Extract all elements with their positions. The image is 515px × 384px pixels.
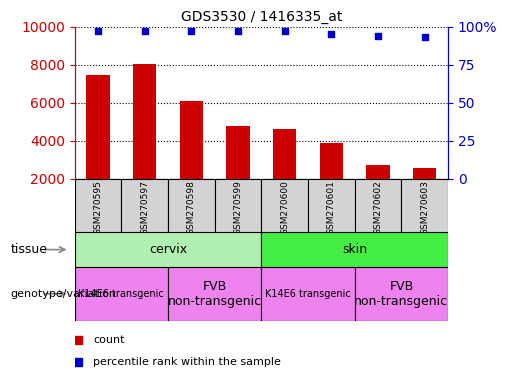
Text: GSM270602: GSM270602	[373, 180, 383, 235]
Point	[187, 28, 196, 35]
Point	[374, 33, 382, 39]
Text: GSM270600: GSM270600	[280, 180, 289, 235]
Bar	[168, 179, 215, 232]
Text: K14E6 transgenic: K14E6 transgenic	[78, 289, 164, 299]
Text: GSM270598: GSM270598	[187, 180, 196, 235]
Bar	[261, 179, 308, 232]
Title: GDS3530 / 1416335_at: GDS3530 / 1416335_at	[181, 10, 342, 25]
Point	[281, 28, 289, 35]
Text: GSM270603: GSM270603	[420, 180, 429, 235]
Bar	[308, 179, 355, 232]
Bar	[75, 232, 261, 267]
Text: count: count	[93, 335, 125, 345]
Text: GSM270597: GSM270597	[140, 180, 149, 235]
Bar	[261, 267, 355, 321]
Bar	[180, 101, 203, 217]
Bar	[227, 126, 250, 217]
Bar	[261, 232, 448, 267]
Bar	[273, 129, 296, 217]
Point	[234, 28, 242, 35]
Point	[421, 35, 429, 41]
Bar	[168, 267, 261, 321]
Text: GSM270595: GSM270595	[94, 180, 102, 235]
Text: genotype/variation: genotype/variation	[10, 289, 116, 299]
Text: GSM270601: GSM270601	[327, 180, 336, 235]
Bar	[75, 267, 168, 321]
Bar	[320, 142, 343, 217]
Bar	[413, 168, 436, 217]
Text: tissue: tissue	[10, 243, 47, 256]
Bar	[355, 267, 448, 321]
Bar	[355, 179, 401, 232]
Bar	[75, 179, 122, 232]
Text: GSM270599: GSM270599	[233, 180, 243, 235]
Bar	[87, 75, 110, 217]
Text: K14E6 transgenic: K14E6 transgenic	[265, 289, 351, 299]
Text: FVB
non-transgenic: FVB non-transgenic	[167, 280, 262, 308]
Bar	[401, 179, 448, 232]
Point	[141, 28, 149, 35]
Text: FVB
non-transgenic: FVB non-transgenic	[354, 280, 449, 308]
Text: skin: skin	[342, 243, 367, 256]
Text: percentile rank within the sample: percentile rank within the sample	[93, 358, 281, 367]
Bar	[122, 179, 168, 232]
Bar	[133, 64, 157, 217]
Text: cervix: cervix	[149, 243, 187, 256]
Bar	[215, 179, 261, 232]
Bar	[366, 165, 390, 217]
Point	[327, 31, 335, 38]
Point	[94, 28, 102, 35]
